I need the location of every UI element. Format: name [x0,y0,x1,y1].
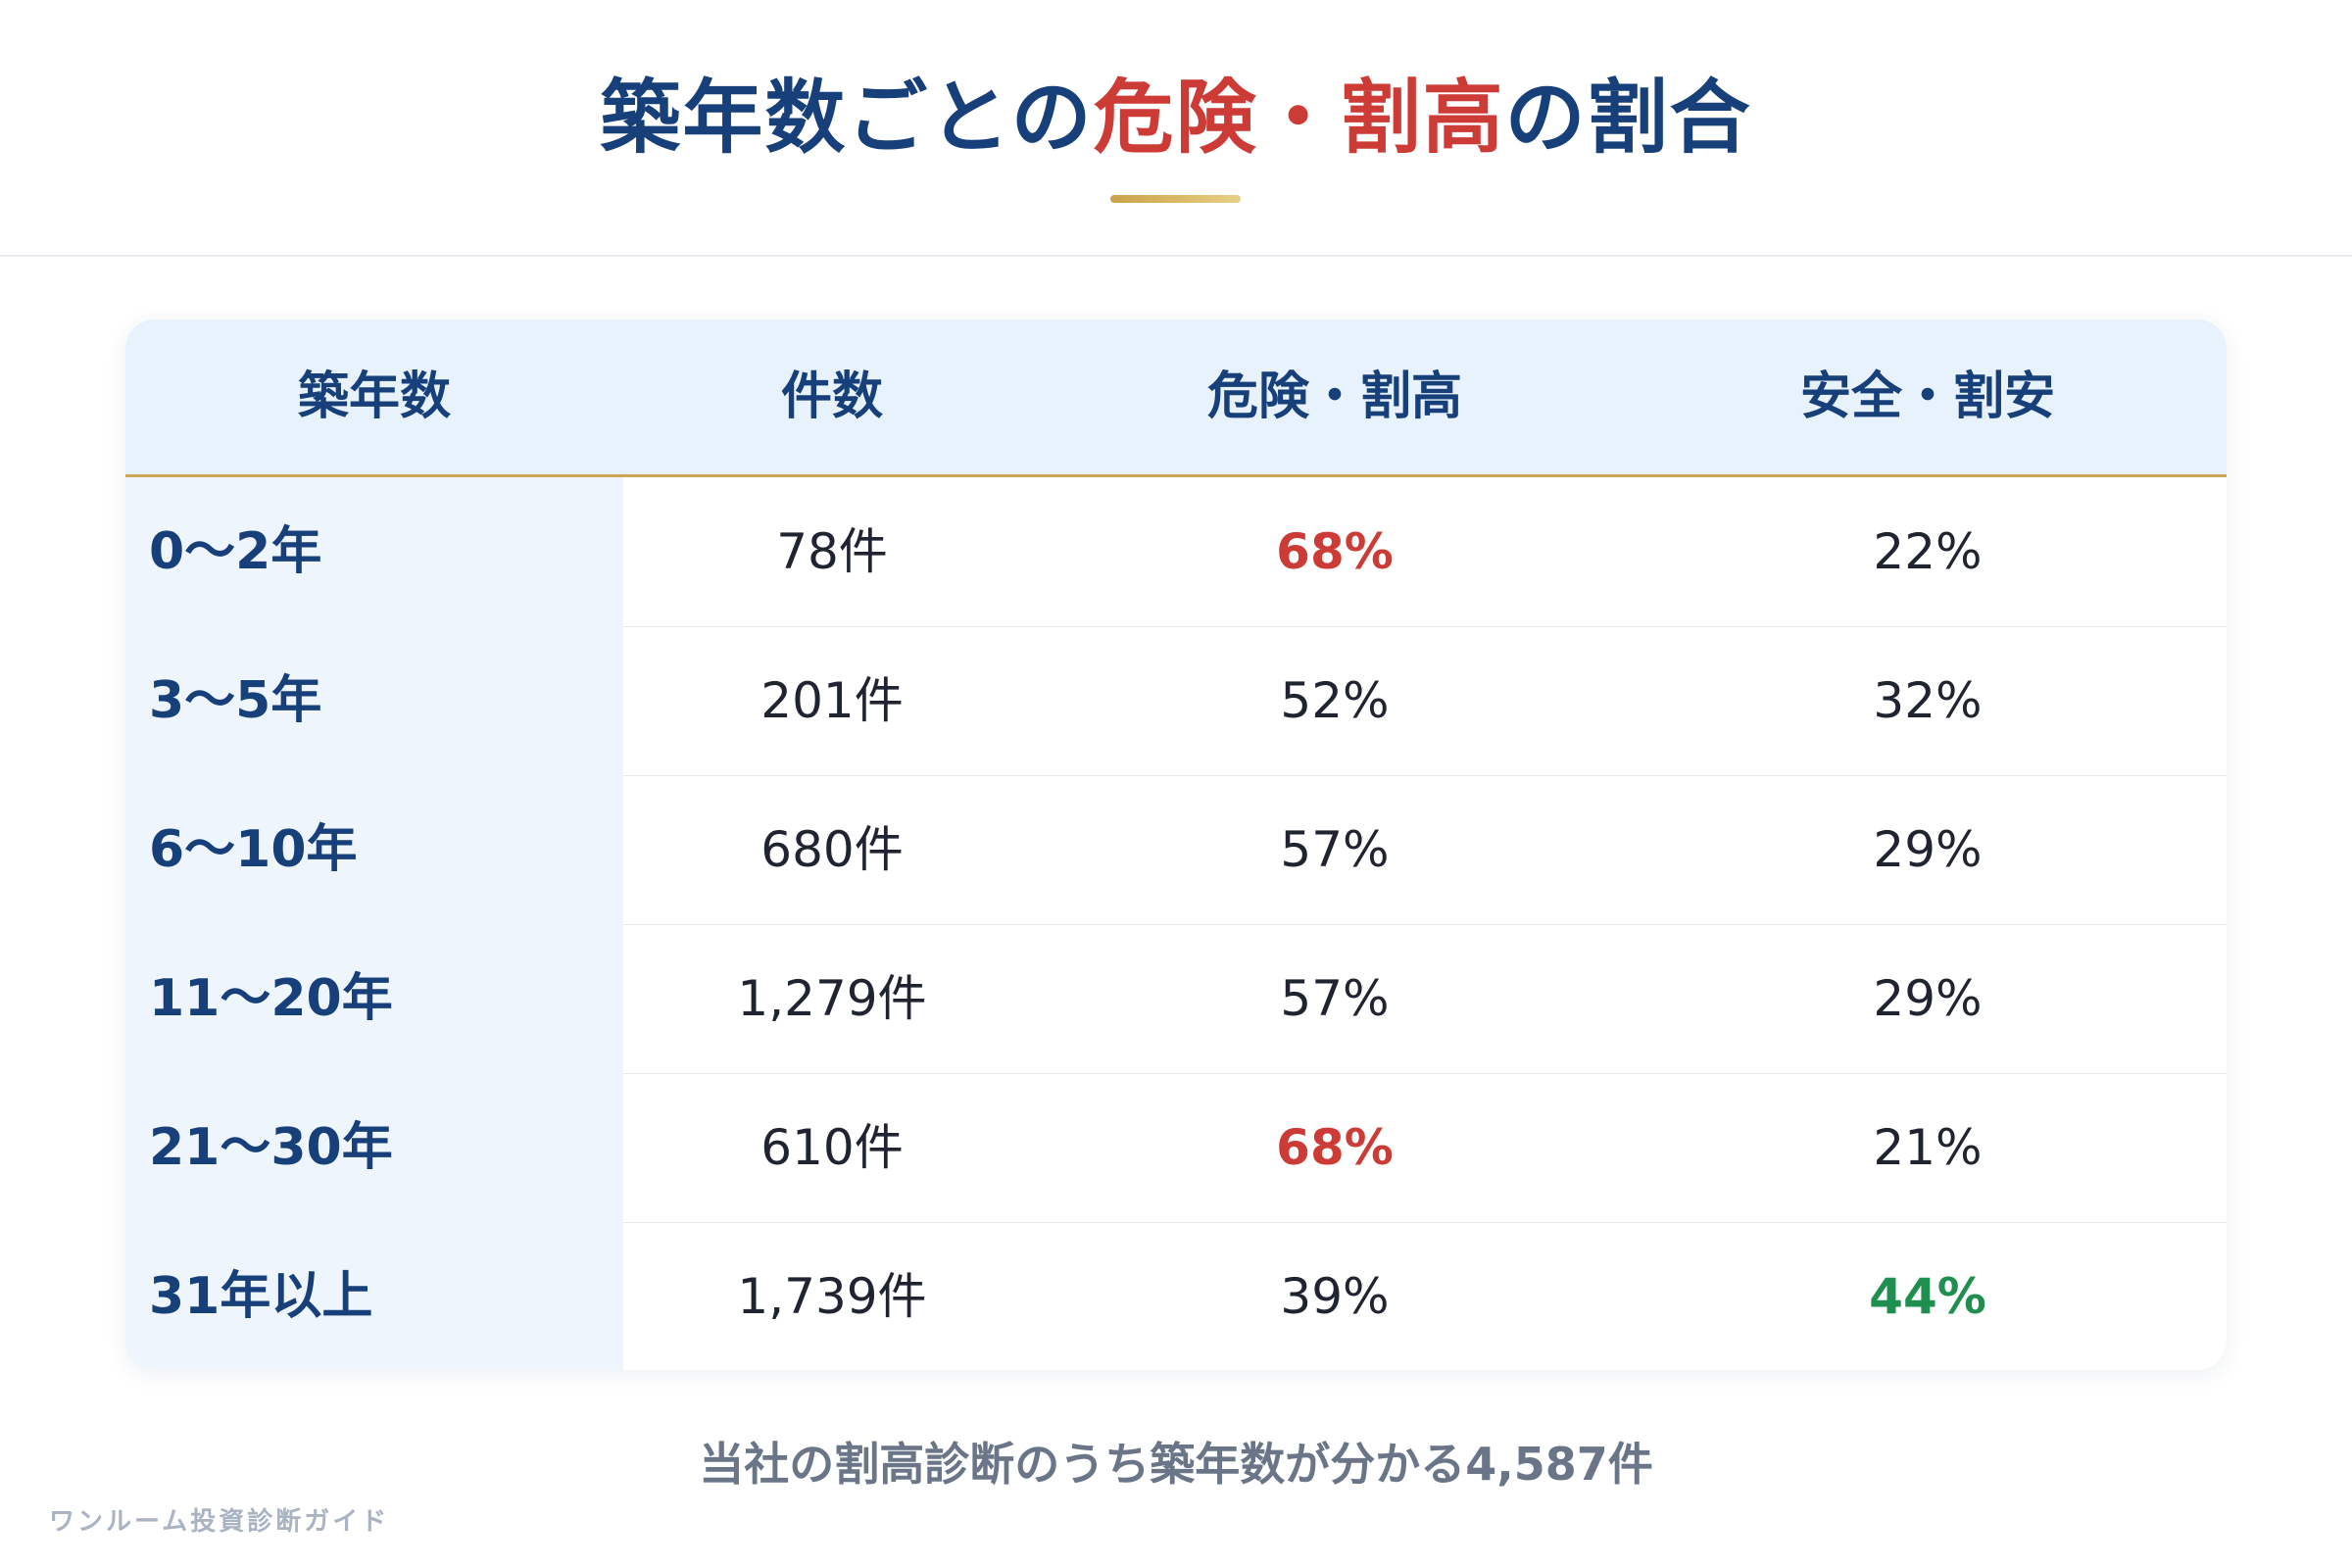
row-age: 0〜2年 [125,477,623,626]
row-count: 1,279件 [737,970,927,1027]
title-part-3: の割合 [1504,72,1752,165]
row-safe: 44% [1869,1268,1986,1325]
page-title: 築年数ごとの危険・割高の割合 [0,65,2352,172]
table-row: 31年以上 1,739件 39% 44% [125,1222,2227,1370]
row-risky: 52% [1280,672,1390,729]
table-row: 3〜5年 201件 52% 32% [125,626,2227,776]
row-safe: 32% [1873,672,1983,729]
row-safe: 29% [1873,970,1983,1027]
table-row: 0〜2年 78件 68% 22% [125,477,2227,627]
row-age: 21〜30年 [125,1073,623,1222]
header-safe: 安全・割安 [1799,368,2055,426]
row-count: 610件 [760,1119,904,1176]
row-risky: 57% [1280,821,1390,878]
footnote: 当社の割高診断のうち築年数が分かる4,587件 [699,1438,1653,1491]
row-age: 31年以上 [125,1222,623,1370]
header-risky: 危険・割高 [1206,368,1462,426]
data-table: 築年数 件数 危険・割高 安全・割安 0〜2年 78件 68% 22% 3〜5年… [125,319,2227,1370]
watermark: ワンルーム投資診断ガイド [49,1507,390,1537]
title-part-1: 築年数ごとの [600,72,1094,165]
row-risky: 68% [1276,523,1394,580]
table-row: 11〜20年 1,279件 57% 29% [125,924,2227,1074]
row-age: 6〜10年 [125,775,623,924]
row-count: 201件 [760,672,904,729]
row-safe: 21% [1873,1119,1983,1176]
row-risky: 68% [1276,1119,1394,1176]
row-count: 680件 [760,821,904,878]
header-count: 件数 [780,368,883,426]
table-header: 築年数 件数 危険・割高 安全・割安 [125,319,2227,477]
title-underline [1110,195,1241,203]
row-safe: 22% [1873,523,1983,580]
table-row: 6〜10年 680件 57% 29% [125,775,2227,925]
row-safe: 29% [1873,821,1983,878]
row-age: 3〜5年 [125,626,623,775]
row-risky: 39% [1280,1268,1390,1325]
row-count: 78件 [776,523,888,580]
title-part-2: 危険・割高 [1093,72,1505,165]
row-risky: 57% [1280,970,1390,1027]
row-count: 1,739件 [737,1268,927,1325]
table-body: 0〜2年 78件 68% 22% 3〜5年 201件 52% 32% 6〜10年… [125,477,2227,1370]
header-divider [0,255,2352,257]
header-age: 築年数 [297,368,451,426]
table-row: 21〜30年 610件 68% 21% [125,1073,2227,1223]
row-age: 11〜20年 [125,924,623,1073]
